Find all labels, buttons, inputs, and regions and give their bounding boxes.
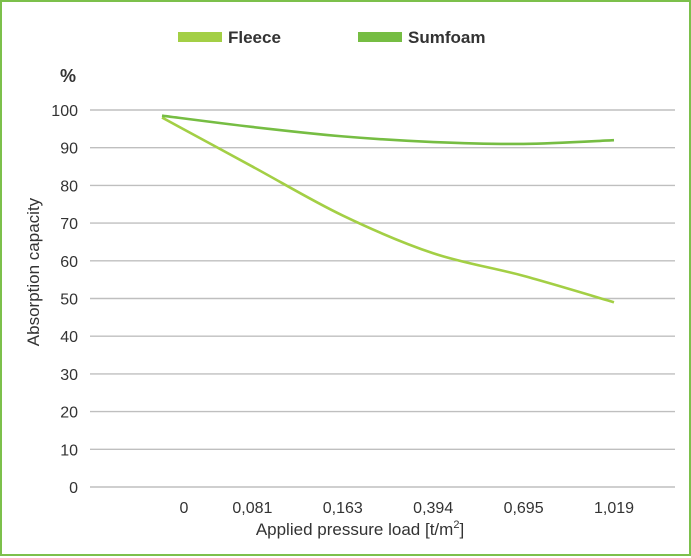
y-tick-label: 0 [69, 480, 78, 497]
x-tick-labels: 0 0,081 0,163 0,394 0,695 1,019 [180, 500, 635, 517]
gridlines [90, 109, 675, 488]
x-axis-title: Applied pressure load [t/m2] [256, 519, 464, 539]
y-tick-labels: 0 10 20 30 40 50 60 70 80 90 100 [51, 103, 78, 497]
legend: Fleece Sumfoam [178, 28, 485, 47]
x-tick-label: 0,394 [413, 500, 453, 517]
x-axis-title-main: Applied pressure load [t/m [256, 520, 454, 539]
x-tick-label: 0 [180, 500, 189, 517]
x-tick-label: 0,081 [232, 500, 272, 517]
x-tick-label: 0,163 [323, 500, 363, 517]
series-line-fleece [161, 116, 615, 304]
legend-label: Fleece [228, 28, 281, 47]
y-tick-label: 30 [60, 367, 78, 384]
x-tick-label: 0,695 [504, 500, 544, 517]
legend-label: Sumfoam [408, 28, 485, 47]
legend-swatch-fleece [178, 32, 222, 42]
y-tick-label: 70 [60, 216, 78, 233]
y-tick-label: 60 [60, 254, 78, 271]
series-line-sumfoam [161, 114, 615, 146]
y-unit-label: % [60, 66, 76, 86]
y-tick-label: 80 [60, 178, 78, 195]
legend-swatch-sumfoam [358, 32, 402, 42]
y-axis-title: Absorption capacity [24, 197, 43, 346]
y-tick-label: 50 [60, 292, 78, 309]
y-tick-label: 40 [60, 329, 78, 346]
x-axis-title-superscript: 2 [453, 519, 459, 531]
x-axis-title-suffix: ] [459, 520, 464, 539]
y-tick-label: 10 [60, 442, 78, 459]
y-tick-label: 100 [51, 103, 78, 120]
series-lines [161, 114, 615, 304]
y-tick-label: 20 [60, 405, 78, 422]
y-tick-label: 90 [60, 141, 78, 158]
x-tick-label: 1,019 [594, 500, 634, 517]
